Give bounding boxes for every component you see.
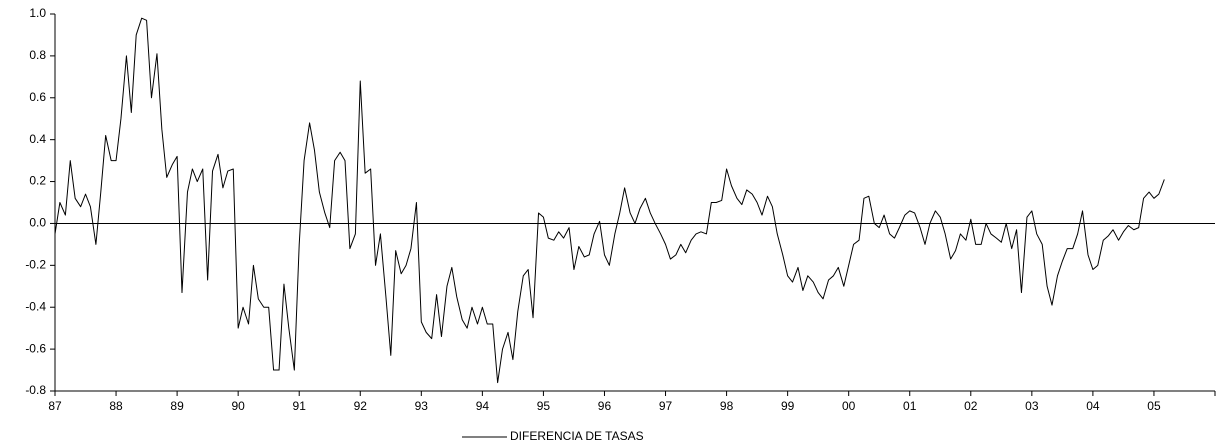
x-tick-label: 98 [720,399,734,413]
y-tick-label: -0.2 [25,258,46,272]
x-tick-label: 90 [231,399,245,413]
x-tick-label: 92 [354,399,368,413]
x-tick-label: 01 [903,399,917,413]
x-tick-label: 96 [598,399,612,413]
x-tick-label: 00 [842,399,856,413]
y-tick-label: 0.6 [29,90,46,104]
y-tick-label: -0.4 [25,299,46,313]
x-tick-label: 04 [1086,399,1100,413]
y-tick-label: 1.0 [29,6,46,20]
x-tick-label: 91 [293,399,307,413]
x-tick-label: 93 [415,399,429,413]
y-tick-label: 0.2 [29,174,46,188]
x-tick-label: 02 [964,399,978,413]
data-line [54,17,1165,384]
x-tick-label: 03 [1025,399,1039,413]
legend-label: DIFERENCIA DE TASAS [510,429,644,443]
x-tick-label: 95 [537,399,551,413]
y-tick-label: 0.8 [29,48,46,62]
x-tick-label: 89 [170,399,184,413]
y-tick-label: 0.4 [29,132,46,146]
y-tick-label: -0.6 [25,341,46,355]
x-tick-label: 05 [1147,399,1161,413]
x-tick-label: 88 [109,399,123,413]
y-tick-label: -0.8 [25,383,46,397]
x-tick-label: 87 [48,399,62,413]
x-tick-label: 99 [781,399,795,413]
x-tick-label: 97 [659,399,673,413]
x-tick-label: 94 [476,399,490,413]
y-tick-label: 0.0 [29,216,46,230]
